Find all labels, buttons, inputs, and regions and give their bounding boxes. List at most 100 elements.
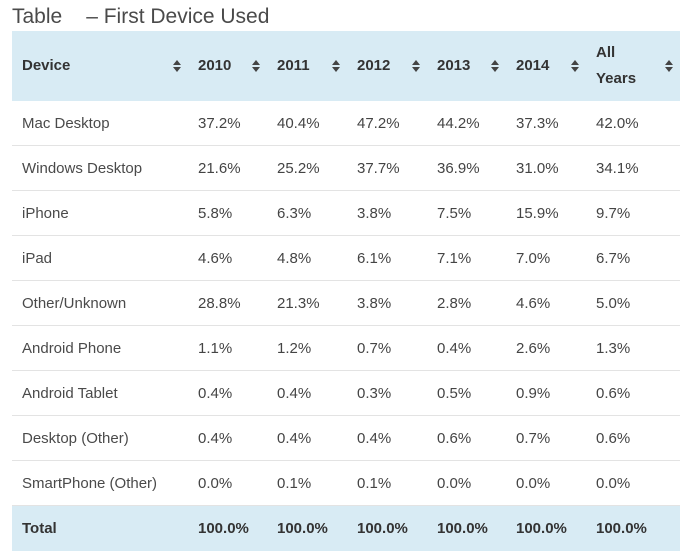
percentage-cell: 0.4% bbox=[198, 384, 233, 402]
footer-cell: Total bbox=[22, 520, 57, 537]
column-header-all-years[interactable]: All Years bbox=[586, 31, 680, 101]
device-name-cell: Windows Desktop bbox=[22, 159, 143, 177]
table-row: SmartPhone (Other) 0.0% 0.1% 0.1% 0.0% 0.0% 0.… bbox=[12, 461, 680, 506]
percentage-cell: 0.7% bbox=[516, 429, 551, 447]
column-header-label: Device bbox=[22, 57, 71, 74]
percentage-cell: 37.7% bbox=[357, 159, 400, 177]
table-caption: Table – First Device Used bbox=[12, 4, 269, 30]
percentage-cell: 6.3% bbox=[277, 204, 312, 222]
percentage-cell: 3.8% bbox=[357, 294, 392, 312]
device-name-cell: Mac Desktop bbox=[22, 114, 110, 132]
percentage-cell: 47.2% bbox=[357, 114, 400, 132]
table-row: Other/Unknown 28.8% 21.3% 3.8% 2.8% 4.6% 5.0% bbox=[12, 281, 680, 326]
table-body: Mac Desktop 37.2% 40.4% 47.2% 44.2% 37.3% 42.0… bbox=[12, 101, 680, 506]
column-header-label: All Years bbox=[596, 44, 637, 87]
table-row: Android Phone 1.1% 1.2% 0.7% 0.4% 2.6% 1.3% bbox=[12, 326, 680, 371]
percentage-cell: 44.2% bbox=[437, 114, 480, 132]
column-header-2010[interactable]: 2010 bbox=[188, 31, 267, 101]
device-name-cell: SmartPhone (Other) bbox=[22, 474, 158, 492]
device-name-cell: iPhone bbox=[22, 204, 69, 222]
percentage-cell: 34.1% bbox=[596, 159, 639, 177]
percentage-cell: 4.8% bbox=[277, 249, 312, 267]
percentage-cell: 25.2% bbox=[277, 159, 320, 177]
percentage-cell: 0.6% bbox=[596, 384, 631, 402]
percentage-cell: 0.1% bbox=[357, 474, 392, 492]
percentage-cell: 6.1% bbox=[357, 249, 392, 267]
column-header-2014[interactable]: 2014 bbox=[506, 31, 586, 101]
table-header-row: Device 2010 2011 2012 2013 2014 All Year… bbox=[12, 31, 680, 101]
column-header-label: 2010 bbox=[198, 57, 232, 74]
percentage-cell: 0.4% bbox=[437, 339, 472, 357]
percentage-cell: 9.7% bbox=[596, 204, 631, 222]
percentage-cell: 7.5% bbox=[437, 204, 472, 222]
percentage-cell: 5.8% bbox=[198, 204, 233, 222]
percentage-cell: 40.4% bbox=[277, 114, 320, 132]
device-name-cell: Desktop (Other) bbox=[22, 429, 129, 447]
percentage-cell: 1.2% bbox=[277, 339, 312, 357]
percentage-cell: 2.8% bbox=[437, 294, 472, 312]
percentage-cell: 0.7% bbox=[357, 339, 392, 357]
percentage-cell: 0.0% bbox=[437, 474, 472, 492]
percentage-cell: 42.0% bbox=[596, 114, 639, 132]
sort-icon[interactable] bbox=[490, 59, 500, 73]
column-header-label: 2012 bbox=[357, 57, 391, 74]
percentage-cell: 37.3% bbox=[516, 114, 559, 132]
footer-cell: 100.0% bbox=[516, 520, 567, 537]
percentage-cell: 36.9% bbox=[437, 159, 480, 177]
percentage-cell: 0.6% bbox=[437, 429, 472, 447]
table-row: iPad 4.6% 4.8% 6.1% 7.1% 7.0% 6.7% bbox=[12, 236, 680, 281]
footer-cell: 100.0% bbox=[277, 520, 328, 537]
footer-cell: 100.0% bbox=[198, 520, 249, 537]
column-header-label: 2013 bbox=[437, 57, 471, 74]
percentage-cell: 21.3% bbox=[277, 294, 320, 312]
sort-icon[interactable] bbox=[664, 59, 674, 73]
device-name-cell: Other/Unknown bbox=[22, 294, 127, 312]
table-row: Desktop (Other) 0.4% 0.4% 0.4% 0.6% 0.7% 0.6% bbox=[12, 416, 680, 461]
column-header-2012[interactable]: 2012 bbox=[347, 31, 427, 101]
percentage-cell: 21.6% bbox=[198, 159, 241, 177]
percentage-cell: 0.4% bbox=[198, 429, 233, 447]
caption-prefix: Table bbox=[12, 5, 63, 28]
percentage-cell: 37.2% bbox=[198, 114, 241, 132]
caption-title: – First Device Used bbox=[86, 5, 270, 28]
percentage-cell: 1.1% bbox=[198, 339, 233, 357]
percentage-cell: 4.6% bbox=[198, 249, 233, 267]
percentage-cell: 5.0% bbox=[596, 294, 631, 312]
column-header-label: 2011 bbox=[277, 57, 310, 74]
percentage-cell: 1.3% bbox=[596, 339, 631, 357]
percentage-cell: 28.8% bbox=[198, 294, 241, 312]
percentage-cell: 2.6% bbox=[516, 339, 551, 357]
percentage-cell: 0.6% bbox=[596, 429, 631, 447]
footer-cell: 100.0% bbox=[357, 520, 408, 537]
percentage-cell: 3.8% bbox=[357, 204, 392, 222]
percentage-cell: 15.9% bbox=[516, 204, 559, 222]
device-name-cell: Android Phone bbox=[22, 339, 122, 357]
sort-icon[interactable] bbox=[172, 59, 182, 73]
column-header-2011[interactable]: 2011 bbox=[267, 31, 347, 101]
percentage-cell: 7.1% bbox=[437, 249, 472, 267]
percentage-cell: 4.6% bbox=[516, 294, 551, 312]
sort-icon[interactable] bbox=[411, 59, 421, 73]
percentage-cell: 0.1% bbox=[277, 474, 312, 492]
footer-cell: 100.0% bbox=[437, 520, 488, 537]
percentage-cell: 0.5% bbox=[437, 384, 472, 402]
percentage-cell: 0.4% bbox=[277, 384, 312, 402]
percentage-cell: 0.0% bbox=[596, 474, 631, 492]
column-header-device[interactable]: Device bbox=[12, 31, 188, 101]
column-header-2013[interactable]: 2013 bbox=[427, 31, 506, 101]
percentage-cell: 0.9% bbox=[516, 384, 551, 402]
percentage-cell: 0.4% bbox=[357, 429, 392, 447]
table-row: Mac Desktop 37.2% 40.4% 47.2% 44.2% 37.3% 42.0… bbox=[12, 101, 680, 146]
table-row: Android Tablet 0.4% 0.4% 0.3% 0.5% 0.9% 0.6% bbox=[12, 371, 680, 416]
table-footer-row: Total 100.0% 100.0% 100.0% 100.0% 100.0%… bbox=[12, 506, 680, 551]
percentage-cell: 0.4% bbox=[277, 429, 312, 447]
sort-icon[interactable] bbox=[570, 59, 580, 73]
sort-icon[interactable] bbox=[251, 59, 261, 73]
column-header-label: 2014 bbox=[516, 57, 550, 74]
percentage-cell: 7.0% bbox=[516, 249, 551, 267]
device-name-cell: iPad bbox=[22, 249, 53, 267]
device-table: Device 2010 2011 2012 2013 2014 All Year… bbox=[12, 31, 680, 551]
percentage-cell: 6.7% bbox=[596, 249, 631, 267]
sort-icon[interactable] bbox=[331, 59, 341, 73]
percentage-cell: 0.3% bbox=[357, 384, 392, 402]
